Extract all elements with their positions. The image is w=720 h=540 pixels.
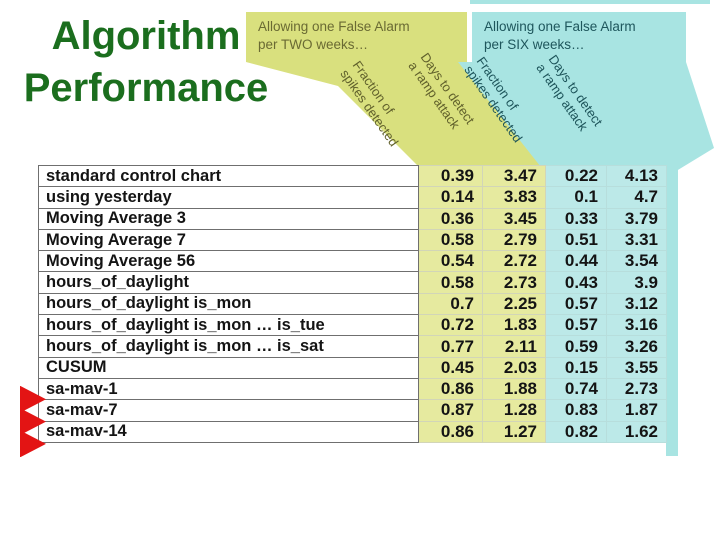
table-row: Moving Average 56 0.54 2.72 0.44 3.54 (38, 250, 667, 273)
metric-value-cell: 0.51 (545, 228, 607, 252)
metric-value-cell: 0.54 (418, 250, 483, 273)
metric-value-cell: 3.9 (606, 271, 667, 294)
metric-value-cell: 0.7 (418, 292, 483, 316)
performance-table-body: standard control chart 0.39 3.47 0.22 4.13 us… (38, 164, 667, 443)
metric-value-cell: 2.72 (482, 250, 546, 273)
metric-value-cell: 3.26 (606, 335, 667, 358)
metric-value-cell: 0.22 (545, 164, 607, 188)
metric-value-cell: 0.33 (545, 207, 607, 230)
metric-value-cell: 1.27 (482, 420, 546, 443)
callout-six-weeks-line2: per SIX weeks… (484, 37, 585, 52)
metric-value-cell: 0.57 (545, 314, 607, 337)
metric-value-cell: 3.79 (606, 207, 667, 230)
algorithm-name-cell: hours_of_daylight is_mon (38, 292, 419, 316)
table-row: hours_of_daylight is_mon 0.7 2.25 0.57 3.12 (38, 292, 667, 316)
metric-value-cell: 0.1 (545, 186, 607, 209)
metric-value-cell: 2.11 (482, 335, 546, 358)
callout-six-weeks-line1: Allowing one False Alarm (484, 19, 636, 34)
algorithm-name-cell: hours_of_daylight is_mon … is_sat (38, 335, 419, 358)
metric-value-cell: 3.47 (482, 164, 546, 188)
metric-value-cell: 0.15 (545, 356, 607, 379)
metric-value-cell: 3.31 (606, 228, 667, 252)
metric-value-cell: 2.25 (482, 292, 546, 316)
algorithm-name-cell: sa-mav-7 (38, 399, 419, 422)
algorithm-name-cell: hours_of_daylight is_mon … is_tue (38, 314, 419, 337)
metric-value-cell: 2.03 (482, 356, 546, 379)
metric-value-cell: 0.86 (418, 377, 483, 401)
table-row: hours_of_daylight is_mon … is_sat 0.77 2.1… (38, 335, 667, 358)
metric-value-cell: 1.83 (482, 314, 546, 337)
metric-value-cell: 1.62 (606, 420, 667, 443)
metric-value-cell: 0.45 (418, 356, 483, 379)
metric-value-cell: 3.12 (606, 292, 667, 316)
metric-value-cell: 4.13 (606, 164, 667, 188)
callout-two-weeks: Allowing one False Alarm per TWO weeks… (246, 12, 467, 62)
table-row: using yesterday 0.14 3.83 0.1 4.7 (38, 186, 667, 209)
metric-value-cell: 0.74 (545, 377, 607, 401)
table-row: sa-mav-1 0.86 1.88 0.74 2.73 (38, 377, 667, 401)
metric-value-cell: 0.58 (418, 271, 483, 294)
algorithm-name-cell: sa-mav-1 (38, 377, 419, 401)
metric-value-cell: 0.82 (545, 420, 607, 443)
metric-value-cell: 0.86 (418, 420, 483, 443)
metric-value-cell: 3.83 (482, 186, 546, 209)
metric-value-cell: 4.7 (606, 186, 667, 209)
metric-value-cell: 0.77 (418, 335, 483, 358)
algorithm-name-cell: Moving Average 7 (38, 228, 419, 252)
metric-value-cell: 3.16 (606, 314, 667, 337)
metric-value-cell: 3.54 (606, 250, 667, 273)
slide-title-line2: Performance (23, 66, 269, 110)
table-row: standard control chart 0.39 3.47 0.22 4.13 (38, 164, 667, 188)
algorithm-name-cell: hours_of_daylight (38, 271, 419, 294)
metric-value-cell: 0.14 (418, 186, 483, 209)
metric-value-cell: 1.87 (606, 399, 667, 422)
metric-value-cell: 0.58 (418, 228, 483, 252)
algorithm-name-cell: CUSUM (38, 356, 419, 379)
performance-table: standard control chart 0.39 3.47 0.22 4.13 us… (38, 164, 667, 443)
algorithm-name-cell: Moving Average 56 (38, 250, 419, 273)
metric-value-cell: 0.43 (545, 271, 607, 294)
metric-value-cell: 0.83 (545, 399, 607, 422)
slide-title-line1: Algorithm (51, 14, 241, 58)
cyan-right-margin (666, 166, 678, 456)
callout-six-weeks: Allowing one False Alarm per SIX weeks… (472, 12, 686, 62)
metric-value-cell: 0.87 (418, 399, 483, 422)
metric-value-cell: 1.88 (482, 377, 546, 401)
table-row: Moving Average 7 0.58 2.79 0.51 3.31 (38, 228, 667, 252)
slide-title: Algorithm Performance (0, 10, 292, 114)
table-row: hours_of_daylight is_mon … is_tue 0.72 1.8… (38, 314, 667, 337)
metric-value-cell: 0.72 (418, 314, 483, 337)
top-accent-bar (470, 0, 710, 4)
metric-value-cell: 1.28 (482, 399, 546, 422)
table-row: hours_of_daylight 0.58 2.73 0.43 3.9 (38, 271, 667, 294)
algorithm-name-cell: sa-mav-14 (38, 420, 419, 443)
metric-value-cell: 0.36 (418, 207, 483, 230)
callout-two-weeks-line2: per TWO weeks… (258, 37, 369, 52)
table-row: Moving Average 3 0.36 3.45 0.33 3.79 (38, 207, 667, 230)
algorithm-name-cell: standard control chart (38, 164, 419, 188)
metric-value-cell: 2.73 (482, 271, 546, 294)
table-row: CUSUM 0.45 2.03 0.15 3.55 (38, 356, 667, 379)
table-row: sa-mav-7 0.87 1.28 0.83 1.87 (38, 399, 667, 422)
metric-value-cell: 0.44 (545, 250, 607, 273)
callout-two-weeks-line1: Allowing one False Alarm (258, 19, 410, 34)
metric-value-cell: 2.79 (482, 228, 546, 252)
algorithm-name-cell: using yesterday (38, 186, 419, 209)
metric-value-cell: 0.57 (545, 292, 607, 316)
table-row: sa-mav-14 0.86 1.27 0.82 1.62 (38, 420, 667, 443)
metric-value-cell: 3.45 (482, 207, 546, 230)
metric-value-cell: 0.59 (545, 335, 607, 358)
metric-value-cell: 0.39 (418, 164, 483, 188)
algorithm-name-cell: Moving Average 3 (38, 207, 419, 230)
metric-value-cell: 3.55 (606, 356, 667, 379)
metric-value-cell: 2.73 (606, 377, 667, 401)
